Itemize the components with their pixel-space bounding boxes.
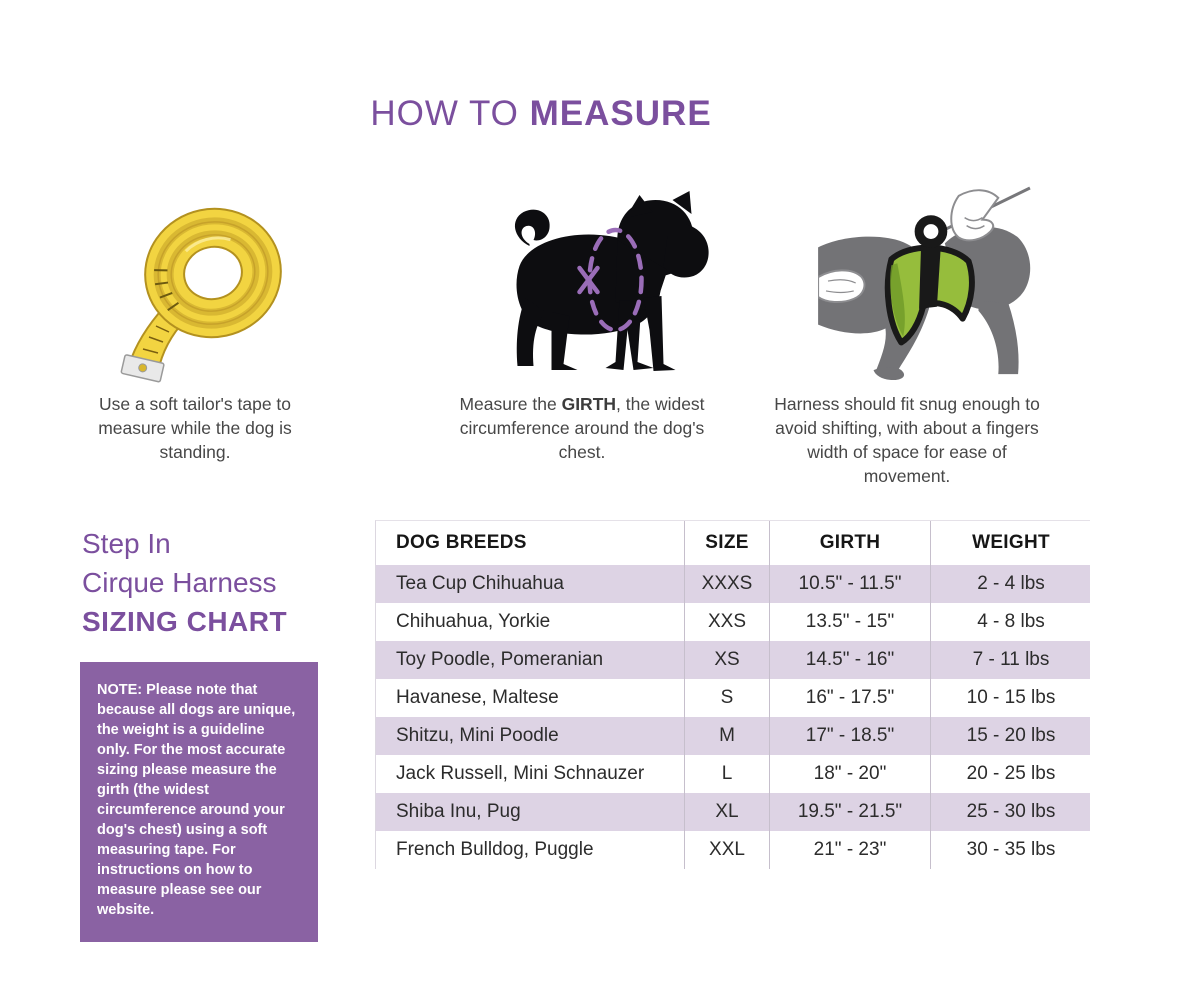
sizing-table: DOG BREEDS SIZE GIRTH WEIGHT Tea Cup Chi… <box>375 520 1090 869</box>
tape-metal-tip <box>120 354 165 383</box>
table-row: Shitzu, Mini Poodle M 17" - 18.5" 15 - 2… <box>376 717 1090 755</box>
girth-x-mark <box>577 265 600 295</box>
column-header-dog-breeds: DOG BREEDS <box>396 532 527 553</box>
cell-breeds: Jack Russell, Mini Schnauzer <box>396 763 645 784</box>
cell-size: M <box>684 717 769 755</box>
page-title-light: HOW TO <box>370 94 519 133</box>
cell-breeds: French Bulldog, Puggle <box>396 839 594 860</box>
cell-breeds: Toy Poodle, Pomeranian <box>396 649 604 670</box>
harness-handle-ring <box>914 215 948 248</box>
table-row: Toy Poodle, Pomeranian XS 14.5" - 16" 7 … <box>376 641 1090 679</box>
page-title: HOW TO MEASURE <box>141 94 941 134</box>
cell-girth: 10.5" - 11.5" <box>769 565 930 603</box>
tape-coil <box>144 207 282 339</box>
cell-girth: 21" - 23" <box>769 831 930 869</box>
table-row: French Bulldog, Puggle XXL 21" - 23" 30 … <box>376 831 1090 869</box>
cell-weight: 25 - 30 lbs <box>930 793 1091 831</box>
caption-girth-bold: GIRTH <box>561 394 617 414</box>
right-hand <box>950 189 1000 242</box>
table-row: Havanese, Maltese S 16" - 17.5" 10 - 15 … <box>376 679 1090 717</box>
cell-size: S <box>684 679 769 717</box>
cell-size: XXS <box>684 603 769 641</box>
cell-girth: 16" - 17.5" <box>769 679 930 717</box>
cell-size: XS <box>684 641 769 679</box>
caption-girth-pre: Measure the <box>459 394 562 414</box>
cell-weight: 2 - 4 lbs <box>930 565 1091 603</box>
dog-girth-illustration <box>466 180 714 380</box>
heading-line-2: Cirque Harness <box>82 567 277 598</box>
caption-girth-post: , the widest circumference around the do… <box>459 394 705 462</box>
cell-weight: 10 - 15 lbs <box>930 679 1091 717</box>
caption-girth: Measure the GIRTH, the widest circumfere… <box>438 392 726 464</box>
left-hand <box>818 269 866 303</box>
cell-girth: 17" - 18.5" <box>769 717 930 755</box>
cell-weight: 30 - 35 lbs <box>930 831 1091 869</box>
table-header-row: DOG BREEDS SIZE GIRTH WEIGHT <box>376 521 1090 565</box>
cell-size: XL <box>684 793 769 831</box>
table-row: Shiba Inu, Pug XL 19.5" - 21.5" 25 - 30 … <box>376 793 1090 831</box>
page-title-bold: MEASURE <box>529 94 712 133</box>
harness-fit-illustration <box>818 186 1036 384</box>
cell-weight: 7 - 11 lbs <box>930 641 1091 679</box>
harness-center-strap <box>919 245 941 309</box>
cell-girth: 19.5" - 21.5" <box>769 793 930 831</box>
table-row: Jack Russell, Mini Schnauzer L 18" - 20"… <box>376 755 1090 793</box>
cell-weight: 20 - 25 lbs <box>930 755 1091 793</box>
heading-line-1: Step In <box>82 528 171 559</box>
cell-size: L <box>684 755 769 793</box>
column-header-girth: GIRTH <box>769 521 930 565</box>
tape-measure-icon <box>120 207 282 383</box>
cell-girth: 13.5" - 15" <box>769 603 930 641</box>
cell-size: XXL <box>684 831 769 869</box>
cell-weight: 4 - 8 lbs <box>930 603 1091 641</box>
column-header-weight: WEIGHT <box>930 521 1091 565</box>
note-text: NOTE: Please note that because all dogs … <box>97 682 296 918</box>
cell-breeds: Havanese, Maltese <box>396 687 559 708</box>
cell-girth: 18" - 20" <box>769 755 930 793</box>
cell-breeds: Tea Cup Chihuahua <box>396 573 564 594</box>
heading-line-3: SIZING CHART <box>82 606 288 637</box>
table-row: Chihuahua, Yorkie XXS 13.5" - 15" 4 - 8 … <box>376 603 1090 641</box>
pug-silhouette <box>514 191 709 371</box>
harness-fit-icon <box>818 186 1031 381</box>
caption-harness: Harness should fit snug enough to avoid … <box>774 394 1040 486</box>
cell-weight: 15 - 20 lbs <box>930 717 1091 755</box>
sizing-chart-heading: Step In Cirque Harness SIZING CHART <box>82 524 287 641</box>
cell-breeds: Chihuahua, Yorkie <box>396 611 551 632</box>
dog-girth-icon <box>514 191 709 371</box>
cell-size: XXXS <box>684 565 769 603</box>
tape-measure-illustration <box>95 188 305 384</box>
cell-breeds: Shitzu, Mini Poodle <box>396 725 559 746</box>
cell-breeds: Shiba Inu, Pug <box>396 801 521 822</box>
caption-tape: Use a soft tailor's tape to measure whil… <box>98 394 292 462</box>
column-header-size: SIZE <box>684 521 769 565</box>
table-row: Tea Cup Chihuahua XXXS 10.5" - 11.5" 2 -… <box>376 565 1090 603</box>
note-box: NOTE: Please note that because all dogs … <box>80 662 318 942</box>
cell-girth: 14.5" - 16" <box>769 641 930 679</box>
